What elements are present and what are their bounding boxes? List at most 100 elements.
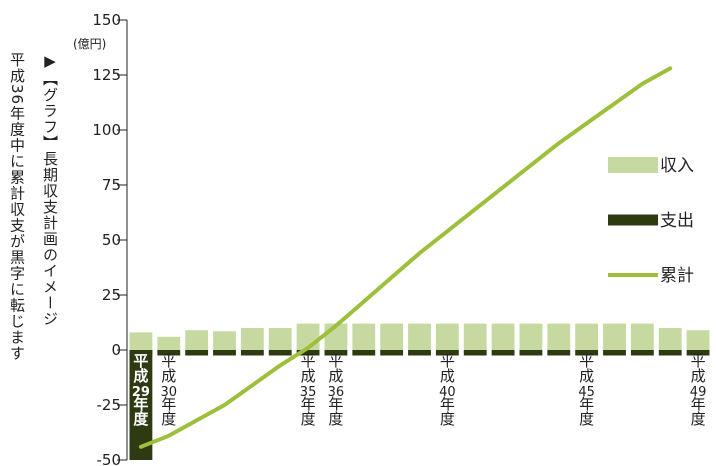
expense-bar bbox=[157, 350, 181, 356]
unit-label: (億円) bbox=[73, 37, 106, 51]
expense-bar bbox=[296, 350, 320, 356]
income-bar bbox=[408, 323, 431, 350]
x-tick-label-part: 年 bbox=[691, 395, 706, 413]
y-tick-label: -50 bbox=[97, 451, 122, 466]
x-tick-label-part: 平 bbox=[579, 352, 594, 370]
legend-item: 支出 bbox=[608, 211, 694, 231]
income-bar bbox=[213, 331, 236, 350]
x-tick-label-part: 度 bbox=[328, 410, 343, 428]
x-tick-label-part: 35 bbox=[300, 385, 317, 400]
income-bar bbox=[547, 323, 571, 350]
expense-bar bbox=[658, 350, 682, 356]
income-bar bbox=[157, 336, 181, 350]
expense-bar bbox=[352, 350, 376, 356]
income-bar bbox=[491, 323, 515, 350]
x-tick-label-part: 30 bbox=[161, 385, 178, 400]
legend-item: 収入 bbox=[608, 156, 694, 176]
expense-bar bbox=[268, 350, 292, 356]
x-tick-label-part: 度 bbox=[579, 410, 594, 428]
income-bar bbox=[380, 323, 404, 350]
y-tick-label: 100 bbox=[92, 121, 121, 139]
x-tick-label-part: 成 bbox=[161, 367, 176, 385]
expense-bar bbox=[240, 350, 264, 356]
x-tick-label-part: 平 bbox=[301, 352, 316, 370]
x-tick-label-part: 度 bbox=[161, 410, 176, 428]
expense-bar bbox=[603, 350, 626, 356]
x-tick-label-part: 度 bbox=[691, 410, 706, 428]
highlight-label-bg bbox=[129, 350, 153, 460]
x-tick-label-part: 平 bbox=[161, 352, 176, 370]
y-tick-label: -25 bbox=[97, 396, 122, 414]
expense-bar bbox=[575, 350, 599, 356]
x-tick-label-part: 49 bbox=[690, 385, 707, 400]
x-tick-label: 平成36年度 bbox=[328, 352, 345, 428]
ticks-layer: 150 125 100 75 50 25 0 -25 -50 bbox=[92, 11, 127, 466]
legend-item: 累計 bbox=[608, 266, 694, 286]
chart-note: 平成36年度中に累計収支が黒字に転じます bbox=[8, 52, 26, 362]
income-bar bbox=[240, 328, 264, 350]
income-bar bbox=[129, 332, 153, 350]
x-tick-label-part: 度 bbox=[133, 410, 149, 428]
x-tick-label-part: 45 bbox=[578, 385, 595, 400]
legend-swatch bbox=[608, 214, 658, 226]
y-tick-label: 150 bbox=[92, 11, 121, 29]
x-tick-label-part: 成 bbox=[579, 367, 594, 385]
income-bar bbox=[630, 323, 654, 350]
x-tick-label-part: 年 bbox=[301, 395, 316, 413]
x-tick-label-part: 成 bbox=[133, 367, 148, 385]
expense-bar bbox=[547, 350, 571, 356]
legend-label: 収入 bbox=[660, 156, 694, 176]
x-tick-label-part: 度 bbox=[301, 410, 316, 428]
income-bar bbox=[435, 323, 459, 350]
income-bar bbox=[463, 323, 487, 350]
x-tick-label-part: 年 bbox=[328, 395, 343, 413]
legend-swatch bbox=[608, 157, 658, 173]
income-bar bbox=[658, 328, 682, 350]
x-tick-label-part: 40 bbox=[439, 385, 456, 400]
x-tick-label-part: 年 bbox=[133, 395, 148, 413]
income-bar bbox=[352, 323, 376, 350]
x-tick-label-part: 成 bbox=[301, 367, 316, 385]
cumulative-line bbox=[138, 66, 673, 449]
expense-bar bbox=[129, 350, 153, 356]
expense-bar bbox=[630, 350, 654, 356]
expense-bar bbox=[491, 350, 515, 356]
chart-title: ▶【グラフ】長期収支計画のイメージ bbox=[41, 52, 59, 327]
income-bar bbox=[575, 323, 599, 350]
bars-layer bbox=[129, 323, 710, 460]
expense-bar bbox=[408, 350, 431, 356]
y-tick-label: 25 bbox=[102, 286, 121, 304]
expense-bar bbox=[185, 350, 209, 356]
x-tick-label-part: 成 bbox=[691, 367, 706, 385]
income-bar bbox=[603, 323, 626, 350]
expense-bar bbox=[435, 350, 459, 356]
expense-bar bbox=[324, 350, 348, 356]
income-bar bbox=[686, 330, 710, 350]
x-tick-label-part: 平 bbox=[440, 352, 455, 370]
expense-bar bbox=[463, 350, 487, 356]
y-tick-label: 50 bbox=[102, 231, 121, 249]
expense-bar bbox=[686, 350, 710, 356]
x-tick-label-part: 平 bbox=[133, 352, 148, 370]
expense-bar bbox=[519, 350, 543, 356]
income-bar bbox=[519, 323, 543, 350]
legend-label: 累計 bbox=[660, 266, 694, 286]
x-tick-label-part: 36 bbox=[328, 385, 345, 400]
line-layer bbox=[138, 66, 673, 449]
income-bar bbox=[185, 330, 209, 350]
income-bar bbox=[268, 328, 292, 350]
x-tick-label-part: 成 bbox=[440, 367, 455, 385]
x-tick-label-part: 成 bbox=[328, 367, 343, 385]
x-tick-labels: 平成29年度平成30年度平成35年度平成36年度平成40年度平成45年度平成49… bbox=[132, 352, 706, 428]
x-tick-label-part: 年 bbox=[440, 395, 455, 413]
x-tick-label-part: 年 bbox=[579, 395, 594, 413]
legend-label: 支出 bbox=[660, 211, 694, 231]
